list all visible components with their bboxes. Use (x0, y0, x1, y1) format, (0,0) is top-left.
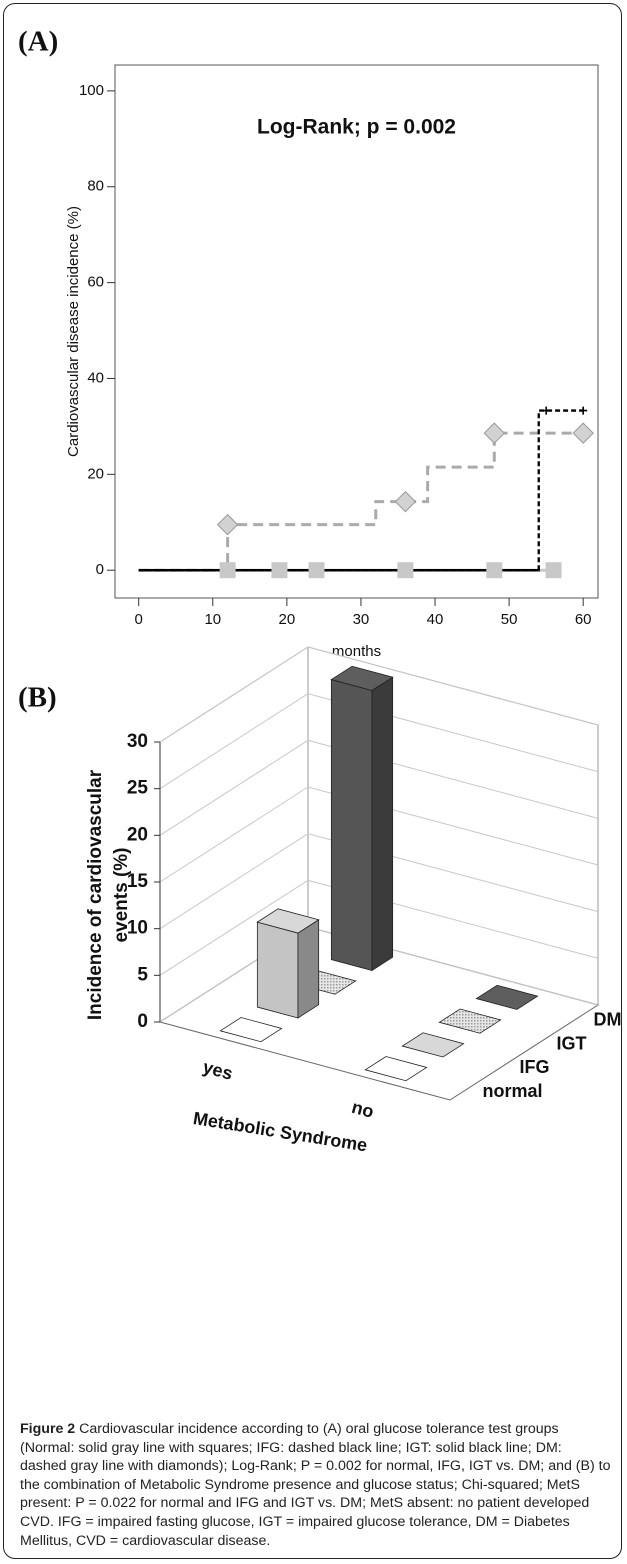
bar (438, 1008, 502, 1034)
censor-square (219, 562, 236, 579)
y-tick-label: 25 (127, 778, 149, 799)
x-tick-label: 40 (427, 611, 444, 628)
caption-text: Cardiovascular incidence according to (A… (20, 1421, 611, 1549)
x-tick-label: 20 (279, 611, 296, 628)
bar-top (438, 1008, 502, 1034)
y-tick-label: 40 (87, 369, 104, 386)
censor-square (545, 562, 562, 579)
km-line (138, 409, 584, 572)
censor-square (308, 562, 325, 579)
plot-frame (114, 64, 599, 599)
censor-diamond (216, 513, 239, 536)
y-tick-label: 20 (127, 824, 148, 845)
x-axis-label: Metabolic Syndrome (192, 1108, 369, 1155)
y-axis-label: Incidence of cardiovascular (85, 769, 106, 1020)
bar-side (371, 676, 394, 972)
bar (364, 1056, 428, 1082)
bar-front (256, 921, 299, 1019)
x-axis-label: months (332, 643, 381, 660)
bar (330, 665, 394, 972)
bar-front (330, 679, 373, 972)
y-tick-label: 5 (137, 964, 148, 985)
bar-side (297, 919, 320, 1019)
censor-diamond (483, 422, 505, 444)
censor-square (486, 562, 503, 579)
y-tick-label: 30 (127, 731, 148, 752)
depth-label: DM (594, 1010, 622, 1030)
bar (256, 908, 320, 1019)
grid-line (159, 833, 599, 930)
y-tick-label: 100 (79, 82, 104, 99)
x-tick-label: 30 (353, 611, 370, 628)
y-tick-label: 80 (87, 178, 104, 195)
y-tick-label: 0 (96, 561, 104, 578)
bar-top (330, 665, 394, 691)
grid-line (159, 786, 599, 883)
bar (219, 1017, 283, 1043)
panel-label: (B) (18, 682, 57, 714)
censor-diamond (394, 490, 417, 513)
grid-line (159, 739, 599, 836)
bar (475, 984, 539, 1010)
bar (401, 1032, 465, 1058)
bar-top (219, 1017, 283, 1043)
grid-line (159, 646, 599, 743)
x-tick-label: 60 (575, 611, 592, 628)
x-tick-label: no (350, 1097, 376, 1122)
caption: Figure 2 Cardiovascular incidence accord… (20, 1420, 612, 1550)
bar-top (256, 908, 320, 934)
depth-label: IFG (520, 1057, 550, 1077)
panel-label: (A) (18, 26, 58, 58)
censor-square (271, 562, 288, 579)
depth-label: IGT (557, 1033, 587, 1053)
depth-label: normal (483, 1081, 543, 1101)
annotation: Log-Rank; p = 0.002 (257, 116, 456, 139)
x-tick-label: 50 (501, 611, 518, 628)
x-tick-label: 10 (204, 611, 221, 628)
censor-plus (542, 406, 551, 415)
bar-top (401, 1032, 465, 1058)
censor-diamond (572, 422, 594, 444)
grid-line (159, 693, 599, 790)
y-tick-label: 0 (137, 1011, 148, 1032)
y-axis-label: events (%) (111, 847, 132, 942)
y-tick-label: 20 (87, 465, 104, 482)
x-tick-label: 0 (135, 611, 143, 628)
censor-plus (579, 406, 588, 415)
bar-top (364, 1056, 428, 1082)
y-tick-label: 15 (127, 871, 149, 892)
x-tick-label: yes (201, 1057, 235, 1084)
y-axis-label: Cardiovascular disease incidence (%) (65, 206, 82, 457)
km-line (138, 431, 584, 572)
bar-top (475, 984, 539, 1010)
grid-line (159, 879, 599, 976)
censor-square (397, 562, 414, 579)
caption-label: Figure 2 (20, 1421, 76, 1437)
figure-frame (3, 3, 622, 1559)
y-tick-label: 60 (87, 274, 104, 291)
y-tick-label: 10 (127, 918, 148, 939)
